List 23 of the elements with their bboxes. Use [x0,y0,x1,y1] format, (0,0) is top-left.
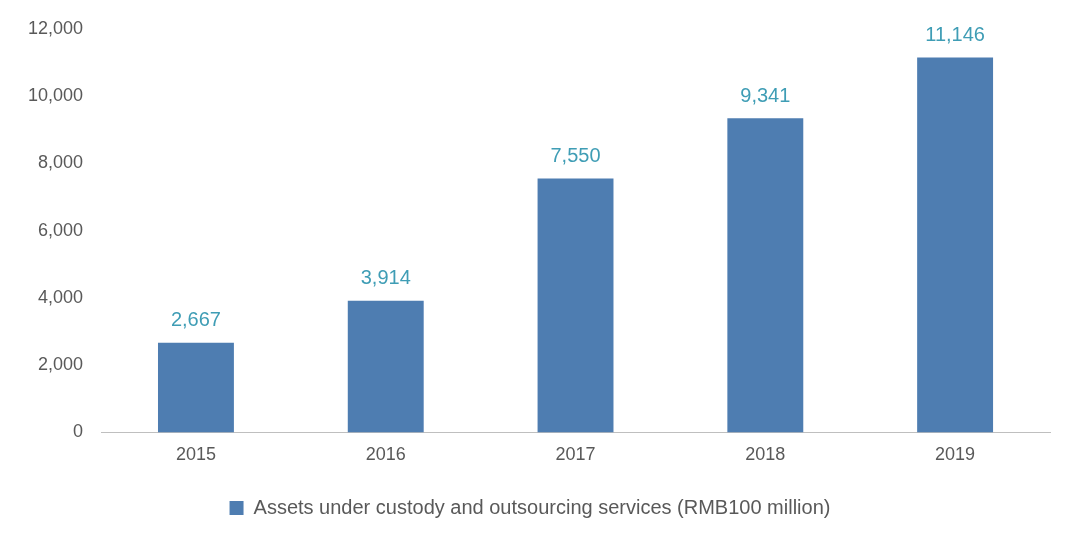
x-tick-label: 2016 [365,444,406,465]
bar [347,300,424,433]
x-tick-label: 2017 [555,444,596,465]
y-tick-label: 8,000 [38,152,84,173]
legend-label: Assets under custody and outsourcing services (RMB100 million) [253,495,831,518]
x-tick-label: 2018 [745,444,786,465]
text: 2,667 [170,308,221,331]
y-tick-label: 6,000 [38,219,84,240]
y-tick-label: 0 [73,421,84,442]
y-tick-label: 10,000 [27,85,84,106]
bar [917,57,994,433]
bar [157,342,234,433]
x-tick-label: 2015 [175,444,216,465]
bar [727,118,804,433]
text: 3,914 [360,266,411,289]
text: 11,146 [925,23,985,46]
y-tick-label: 4,000 [38,286,84,307]
y-tick-label: 12,000 [27,17,84,38]
y-tick-label: 2,000 [38,354,84,375]
text: 7,550 [550,143,601,166]
bar [537,178,614,433]
text: 9,341 [740,83,791,106]
x-tick-label: 2019 [935,444,976,465]
